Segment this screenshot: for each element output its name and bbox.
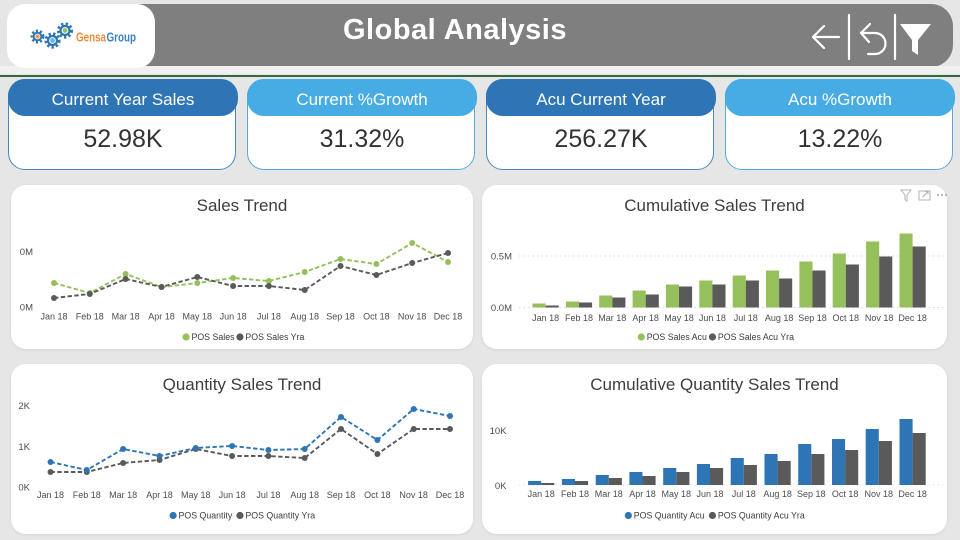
svg-text:Nov 18: Nov 18 xyxy=(398,312,427,322)
svg-text:0K: 0K xyxy=(18,483,30,494)
svg-text:Nov 18: Nov 18 xyxy=(865,313,894,323)
svg-text:Feb 18: Feb 18 xyxy=(561,489,589,499)
svg-text:Oct 18: Oct 18 xyxy=(363,312,390,322)
svg-text:Mar 18: Mar 18 xyxy=(598,313,626,323)
svg-text:Oct 18: Oct 18 xyxy=(832,489,859,499)
svg-text:POS Quantity Yra: POS Quantity Yra xyxy=(245,511,315,521)
svg-text:Jun 18: Jun 18 xyxy=(220,312,247,322)
svg-text:POS Sales: POS Sales xyxy=(191,332,235,342)
svg-text:Mar 18: Mar 18 xyxy=(595,489,623,499)
svg-text:Nov 18: Nov 18 xyxy=(865,489,894,499)
svg-text:Apr 18: Apr 18 xyxy=(146,490,173,500)
svg-text:Mar 18: Mar 18 xyxy=(109,490,137,500)
svg-text:Aug 18: Aug 18 xyxy=(765,313,794,323)
svg-text:0.5M: 0.5M xyxy=(491,252,512,263)
svg-text:Group: Group xyxy=(107,30,137,45)
svg-text:POS Quantity: POS Quantity xyxy=(179,511,233,521)
svg-text:Gensa: Gensa xyxy=(76,30,107,45)
svg-text:Jul 18: Jul 18 xyxy=(732,489,756,499)
svg-text:Jan 18: Jan 18 xyxy=(532,313,559,323)
svg-text:Jul 18: Jul 18 xyxy=(257,312,281,322)
svg-text:Sep 18: Sep 18 xyxy=(798,313,827,323)
svg-text:Mar 18: Mar 18 xyxy=(112,312,140,322)
svg-text:POS Sales Yra: POS Sales Yra xyxy=(245,332,304,342)
svg-text:0M: 0M xyxy=(20,247,33,258)
svg-text:Nov 18: Nov 18 xyxy=(399,490,428,500)
svg-text:Jul 18: Jul 18 xyxy=(734,313,758,323)
svg-text:Apr 18: Apr 18 xyxy=(629,489,656,499)
svg-text:Oct 18: Oct 18 xyxy=(364,490,391,500)
svg-text:POS Quantity Acu Yra: POS Quantity Acu Yra xyxy=(718,511,805,521)
svg-text:1K: 1K xyxy=(18,442,30,453)
svg-text:Dec 18: Dec 18 xyxy=(898,489,927,499)
svg-text:0K: 0K xyxy=(495,481,507,492)
svg-text:Jan 18: Jan 18 xyxy=(528,489,555,499)
svg-text:10K: 10K xyxy=(490,426,508,437)
svg-text:Jan 18: Jan 18 xyxy=(37,490,64,500)
svg-text:May 18: May 18 xyxy=(662,489,692,499)
svg-text:Aug 18: Aug 18 xyxy=(763,489,792,499)
svg-text:Jun 18: Jun 18 xyxy=(219,490,246,500)
svg-text:May 18: May 18 xyxy=(664,313,694,323)
svg-text:Jun 18: Jun 18 xyxy=(696,489,723,499)
svg-text:Jun 18: Jun 18 xyxy=(699,313,726,323)
svg-text:Dec 18: Dec 18 xyxy=(434,312,463,322)
svg-text:Apr 18: Apr 18 xyxy=(632,313,659,323)
svg-text:POS Sales Acu: POS Sales Acu xyxy=(647,332,707,342)
svg-text:Apr 18: Apr 18 xyxy=(148,312,175,322)
svg-text:Sep 18: Sep 18 xyxy=(327,490,356,500)
svg-text:Feb 18: Feb 18 xyxy=(73,490,101,500)
svg-text:Jan 18: Jan 18 xyxy=(40,312,67,322)
svg-text:Sep 18: Sep 18 xyxy=(797,489,826,499)
svg-text:May 18: May 18 xyxy=(183,312,213,322)
svg-text:Jul 18: Jul 18 xyxy=(256,490,280,500)
svg-text:2K: 2K xyxy=(18,401,30,412)
svg-text:Dec 18: Dec 18 xyxy=(436,490,465,500)
svg-text:May 18: May 18 xyxy=(181,490,211,500)
svg-text:POS Sales Acu Yra: POS Sales Acu Yra xyxy=(718,332,794,342)
svg-text:0.0M: 0.0M xyxy=(491,303,512,314)
svg-text:Sep 18: Sep 18 xyxy=(326,312,355,322)
svg-text:0M: 0M xyxy=(20,303,33,314)
svg-text:POS Quantity Acu: POS Quantity Acu xyxy=(634,511,705,521)
svg-text:Oct 18: Oct 18 xyxy=(833,313,860,323)
svg-text:Feb 18: Feb 18 xyxy=(76,312,104,322)
svg-text:Dec 18: Dec 18 xyxy=(898,313,927,323)
svg-text:Feb 18: Feb 18 xyxy=(565,313,593,323)
svg-text:Aug 18: Aug 18 xyxy=(290,312,319,322)
svg-text:Aug 18: Aug 18 xyxy=(290,490,319,500)
